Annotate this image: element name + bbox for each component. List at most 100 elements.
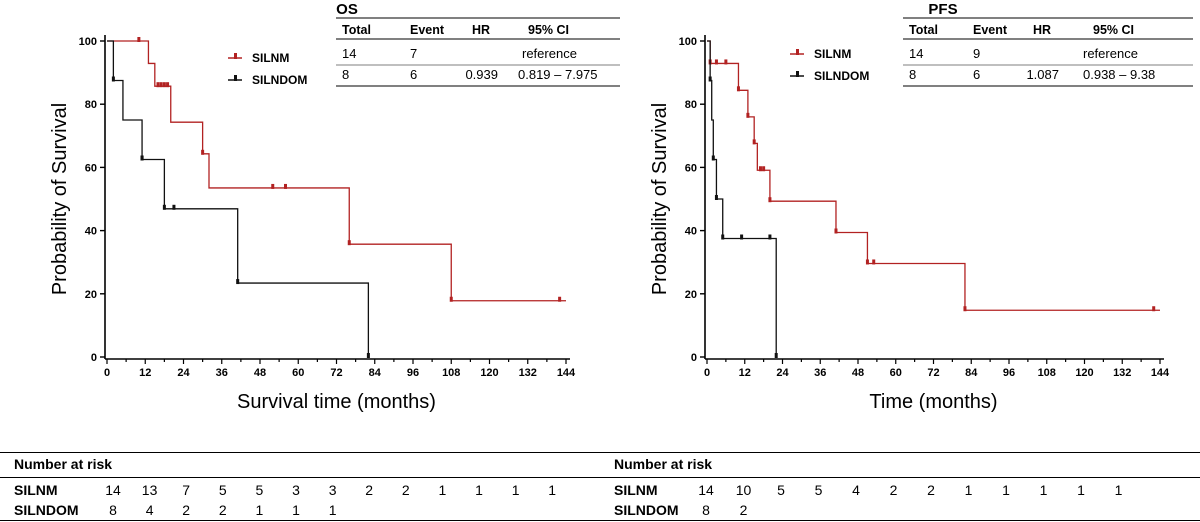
pfs-x-tick-label: 12 [739,367,751,379]
os-y-tick-label: 20 [85,289,97,301]
pfs-risk-cell: 4 [852,482,860,498]
os-risk-row-label: SILNDOM [14,502,79,518]
pfs-y-axis-label: Probability of Survival [649,103,671,295]
pfs-table-cell: 0.938 – 9.38 [1083,67,1155,82]
pfs-legend-label: SILNM [814,47,851,61]
os-x-tick-label: 84 [369,367,382,379]
pfs-y-tick-label: 0 [691,352,697,364]
pfs-x-tick-label: 108 [1038,367,1056,379]
os-risk-cell: 4 [145,502,154,518]
os-risk-cell: 1 [292,502,300,518]
pfs-silndom-censor-mark [714,195,718,200]
pfs-risk-header-rule [600,477,1200,478]
os-y-axis-label: Probability of Survival [49,103,71,295]
os-x-tick-label: 108 [442,367,460,379]
os-table-header: Total [342,23,371,37]
os-x-tick-label: 144 [557,367,576,379]
os-risk-cell: 3 [328,482,337,498]
pfs-risk-cell: 1 [1077,482,1085,498]
os-silnm-censor-mark [347,240,351,246]
pfs-silndom-censor-mark [774,353,778,358]
pfs-risk-cell: 1 [1039,482,1048,498]
os-risk-header-rule [0,477,600,478]
os-risk-cell: 5 [218,482,227,498]
pfs-silnm-curve [707,40,1160,311]
pfs-table-cell: 9 [973,46,980,61]
pfs-silnm-censor-mark [768,197,772,203]
os-x-tick-label: 24 [177,367,190,379]
os-silnm-censor-mark [201,149,205,155]
os-silndom-censor-mark [140,155,144,161]
pfs-legend-label: SILNDOM [814,69,869,83]
pfs-risk-cell: 2 [889,482,898,498]
os-risk-table: Number at risk SILNM 14 13 7 5 5 3 3 2 2 1 1 1 1 SILNDO… [0,452,600,522]
os-silnm-censor-mark [166,82,170,88]
pfs-silnm-censor-mark [872,259,876,265]
pfs-table-cell: 14 [909,46,923,61]
pfs-risk-cell: 10 [735,482,752,498]
pfs-silnm-censor-mark [758,166,762,172]
os-risk-cell: 2 [365,482,374,498]
os-y-tick-label: 100 [79,36,97,48]
os-silndom-censor-mark [162,204,166,210]
os-risk-cell: 2 [182,502,191,518]
pfs-risk-table: Number at risk SILNM 14 10 5 5 4 2 2 1 1 1 1 1 SILNDOM… [600,452,1200,522]
os-risk-row-label: SILNM [14,482,58,498]
pfs-x-tick-label: 144 [1151,367,1170,379]
os-silnm-censor-mark [284,183,287,189]
os-silnm-censor-mark [558,296,562,302]
pfs-y-tick-label: 100 [679,36,697,48]
pfs-silnm-censor-mark [963,306,967,312]
pfs-table-cell: 8 [909,67,916,82]
pfs-silnm-censor-mark [834,228,838,234]
pfs-x-axis-label: Time (months) [869,391,997,413]
pfs-table-cell: reference [1083,46,1138,61]
pfs-risk-row-label: SILNDOM [614,502,679,518]
os-x-tick-label: 12 [139,367,151,379]
pfs-risk-top-rule [600,452,1200,453]
os-silnm-censor-mark [449,296,453,302]
pfs-silnm-censor-mark [865,259,869,265]
pfs-x-tick-label: 60 [890,367,902,379]
pfs-silnm-censor-mark [762,166,766,172]
os-table-cell: 6 [410,67,417,82]
os-risk-cell: 3 [292,482,300,498]
pfs-x-tick-label: 24 [776,367,789,379]
pfs-silndom-censor-mark [721,234,725,240]
pfs-y-tick-label: 40 [685,226,697,238]
os-chart-title: OS [336,1,358,18]
pfs-silndom-censor-mark [711,155,715,161]
pfs-risk-cell: 2 [739,502,748,518]
pfs-risk-cell: 14 [698,482,714,498]
pfs-risk-row-label: SILNM [614,482,658,498]
os-chart: OS 0 20 40 60 80 100 0 12 24 36 48 60 72 84 96 108 120 132… [49,1,626,413]
pfs-silnm-censor-mark [752,139,756,145]
pfs-chart-panel: PFS 0 20 40 60 80 100 0 12 24 36 48 60 72 84 96 108 120 13… [600,0,1200,420]
pfs-table-cell: 6 [973,67,980,82]
os-table-header: Event [410,23,445,37]
os-risk-cell: 8 [109,502,117,518]
os-x-tick-label: 72 [330,367,342,379]
os-silndom-censor-mark [111,76,115,82]
pfs-risk-cell: 8 [702,502,710,518]
os-risk-header: Number at risk [14,456,113,472]
os-x-tick-label: 120 [480,367,498,379]
os-table-header: HR [472,23,490,37]
os-risk-cell: 2 [401,482,410,498]
pfs-silnm-censor-mark [746,112,750,118]
os-x-tick-label: 36 [216,367,228,379]
pfs-silnm-censor-mark [1152,306,1156,312]
pfs-x-tick-label: 72 [927,367,939,379]
os-risk-cell: 2 [218,502,227,518]
os-y-tick-label: 80 [85,99,97,111]
pfs-risk-cell: 1 [964,482,973,498]
os-x-tick-label: 60 [292,367,304,379]
os-risk-top-rule [0,452,600,453]
pfs-risk-cell: 1 [1002,482,1010,498]
pfs-y-tick-label: 60 [685,162,697,174]
os-table-cell: 0.819 – 7.975 [518,67,598,82]
os-legend-label: SILNDOM [252,73,307,87]
os-x-tick-label: 132 [519,367,537,379]
pfs-legend-marker [796,71,799,77]
os-silndom-censor-mark [366,353,370,358]
